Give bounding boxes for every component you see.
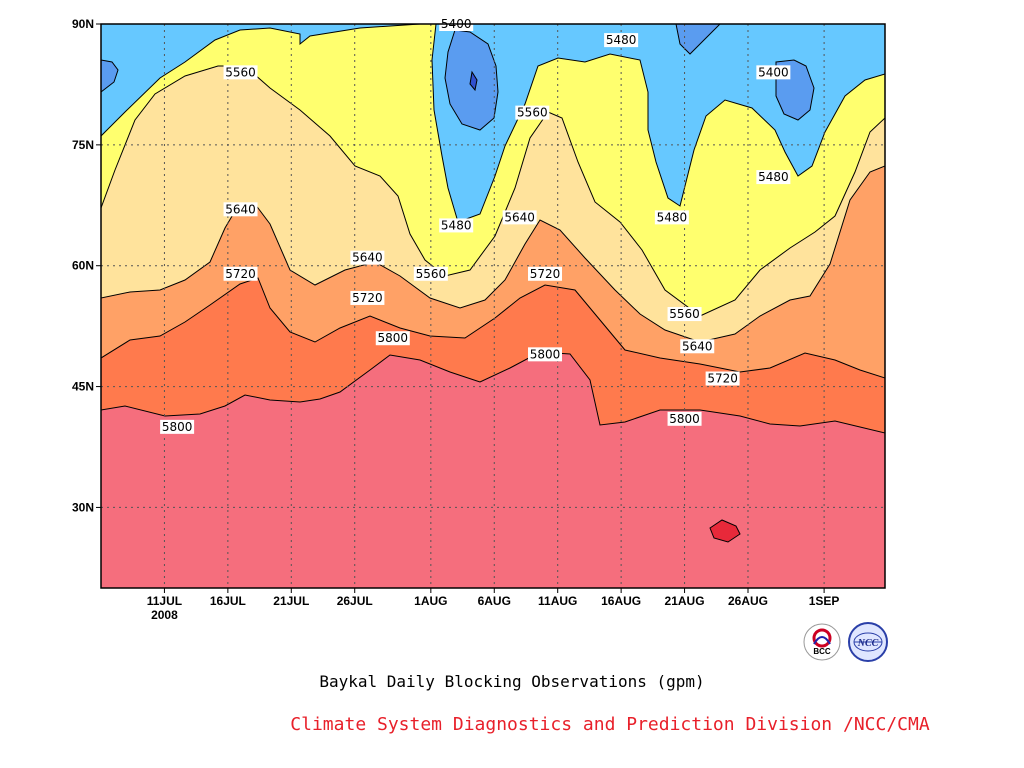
svg-text:5800: 5800 xyxy=(378,331,409,345)
logos: BCC NCC xyxy=(800,620,900,668)
ncc-logo: NCC xyxy=(848,622,888,662)
contour-label: 5560 xyxy=(667,307,702,322)
svg-text:5400: 5400 xyxy=(758,65,789,79)
svg-text:5800: 5800 xyxy=(669,412,700,426)
svg-text:5640: 5640 xyxy=(225,202,256,216)
contour-label: 5720 xyxy=(528,266,563,281)
x-tick-label: 1SEP xyxy=(809,594,840,608)
x-tick-label: 16JUL xyxy=(210,594,246,608)
field-hot-spot xyxy=(709,519,741,543)
svg-text:5560: 5560 xyxy=(669,307,700,321)
contour-label: 5800 xyxy=(375,331,410,346)
contour-label: 5720 xyxy=(350,290,385,305)
contour-label: 5480 xyxy=(604,33,639,48)
y-tick-label: 75N xyxy=(72,138,94,152)
grid-lines xyxy=(101,24,885,588)
svg-text:5720: 5720 xyxy=(352,291,383,305)
svg-text:5480: 5480 xyxy=(606,33,637,47)
chart-title: Baykal Daily Blocking Observations (gpm) xyxy=(319,672,705,691)
contour-labels: 5400548054005560556054805480548056405640… xyxy=(160,17,791,434)
contour-label: 5480 xyxy=(756,170,791,185)
contour-label: 5800 xyxy=(160,419,195,434)
contour-label: 5480 xyxy=(654,210,689,225)
ncc-logo-text: NCC xyxy=(857,638,879,649)
contour-label: 5640 xyxy=(350,251,385,265)
field-lt5400 xyxy=(469,70,478,92)
svg-text:5720: 5720 xyxy=(707,372,738,386)
contour-label: 5720 xyxy=(223,266,258,281)
y-tick-label: 90N xyxy=(72,17,94,31)
svg-text:5640: 5640 xyxy=(352,251,383,265)
y-tick-label: 60N xyxy=(72,259,94,273)
contour-label: 5800 xyxy=(667,411,702,426)
contour-label: 5640 xyxy=(223,202,258,217)
svg-text:5560: 5560 xyxy=(517,106,548,120)
contour-label: 5400 xyxy=(756,65,791,80)
y-tick-label: 30N xyxy=(72,500,94,514)
x-tick-label: 21AUG xyxy=(665,594,705,608)
svg-text:5800: 5800 xyxy=(162,420,193,434)
credit-line: Climate System Diagnostics and Predictio… xyxy=(290,714,930,735)
contour-label: 5560 xyxy=(515,105,550,120)
x-tick-label: 26JUL xyxy=(337,594,373,608)
svg-text:5800: 5800 xyxy=(530,347,561,361)
bcc-logo-text: BCC xyxy=(813,647,831,656)
svg-text:5560: 5560 xyxy=(416,267,447,281)
x-year-label: 2008 xyxy=(151,608,178,622)
y-axis: 30N 45N 60N 75N 90N xyxy=(72,17,101,514)
plot-frame xyxy=(100,23,886,589)
svg-text:5560: 5560 xyxy=(225,65,256,79)
svg-text:5640: 5640 xyxy=(504,210,535,224)
contour-label: 5560 xyxy=(223,65,258,80)
svg-text:5480: 5480 xyxy=(441,218,472,232)
contour-fields xyxy=(101,24,885,588)
field-5400-5480-a xyxy=(101,59,119,93)
y-tick-label: 45N xyxy=(72,380,94,394)
x-tick-label: 21JUL xyxy=(273,594,309,608)
x-tick-label: 1AUG xyxy=(414,594,447,608)
x-tick-label: 6AUG xyxy=(478,594,511,608)
svg-text:5720: 5720 xyxy=(530,267,561,281)
field-5480-5560 xyxy=(101,24,885,223)
contour-label: 5720 xyxy=(705,371,740,386)
bcc-logo: BCC xyxy=(803,623,841,661)
contour-label: 5480 xyxy=(439,218,474,233)
x-tick-label: 16AUG xyxy=(601,594,641,608)
field-5400-5480-c xyxy=(675,24,721,55)
contour-label: 5800 xyxy=(528,347,563,362)
contour-label: 5560 xyxy=(413,266,448,281)
x-tick-label: 11JUL xyxy=(147,594,182,608)
svg-text:5720: 5720 xyxy=(225,267,256,281)
x-tick-label: 26AUG xyxy=(728,594,768,608)
x-tick-label: 11AUG xyxy=(538,594,577,608)
contour-label: 5640 xyxy=(502,210,537,225)
svg-text:5480: 5480 xyxy=(657,210,688,224)
svg-text:5480: 5480 xyxy=(758,170,789,184)
logo-group: BCC NCC xyxy=(803,622,888,662)
contour-label: 5640 xyxy=(680,339,715,354)
svg-text:5640: 5640 xyxy=(682,339,713,353)
